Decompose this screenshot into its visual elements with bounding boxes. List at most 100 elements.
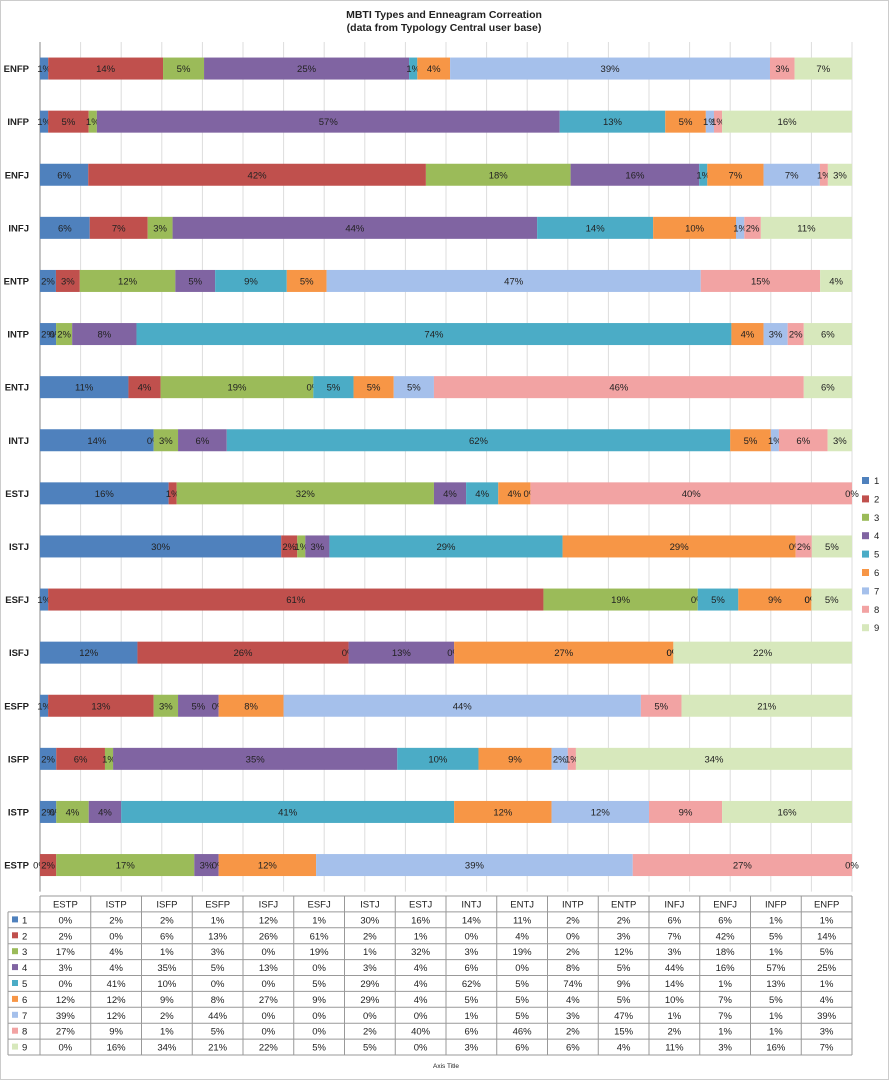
table-row-header: 8 <box>22 1027 27 1038</box>
data-label: 12% <box>79 648 99 659</box>
table-cell: 0% <box>262 1027 276 1038</box>
table-cell: 1% <box>160 947 174 958</box>
data-label: 1% <box>406 64 420 75</box>
bar-segment <box>787 323 804 346</box>
bar-segment <box>640 694 682 717</box>
table-row-header: 9 <box>22 1043 27 1054</box>
table-cell: 16% <box>716 963 736 974</box>
data-label: 9% <box>768 595 782 606</box>
table-cell: 13% <box>208 931 228 942</box>
data-label: 3% <box>310 542 324 553</box>
table-cell: 9% <box>617 979 631 990</box>
table-cell: 0% <box>59 1043 73 1054</box>
table-cell: 0% <box>312 1011 326 1022</box>
table-row-header: 6 <box>22 995 27 1006</box>
data-label: 12% <box>258 861 278 872</box>
table-cell: 7% <box>718 995 732 1006</box>
table-cell: 5% <box>820 947 834 958</box>
category-label: ISFP <box>8 754 30 765</box>
bar-segment <box>56 800 89 823</box>
data-label: 42% <box>248 170 268 181</box>
table-row-header: 7 <box>22 1011 27 1022</box>
bar-segment <box>40 269 56 292</box>
table-cell: 44% <box>208 1011 228 1022</box>
table-cell: 0% <box>211 979 225 990</box>
bar-segment <box>40 163 89 186</box>
data-label: 4% <box>507 489 521 500</box>
category-label: INTP <box>7 330 29 341</box>
bar-segment <box>763 323 788 346</box>
data-label: 3% <box>61 276 75 287</box>
table-cell: 1% <box>668 1011 682 1022</box>
table-column-header: ENTJ <box>510 900 534 911</box>
bar-segment <box>104 747 114 770</box>
table-cell: 6% <box>668 915 682 926</box>
table-cell: 29% <box>360 979 380 990</box>
data-label: 1% <box>86 117 100 128</box>
bar-segment <box>40 216 90 239</box>
data-label: 4% <box>829 276 843 287</box>
table-cell: 3% <box>465 1043 479 1054</box>
table-cell: 5% <box>211 1027 225 1038</box>
data-label: 6% <box>196 436 210 447</box>
data-label: 41% <box>278 807 298 818</box>
table-cell: 5% <box>312 1043 326 1054</box>
data-label: 7% <box>785 170 799 181</box>
table-cell: 1% <box>820 915 834 926</box>
bar-segment <box>632 854 852 877</box>
table-column-header: ENFJ <box>713 900 737 911</box>
table-cell: 42% <box>716 931 736 942</box>
bar-segment <box>705 110 714 133</box>
table-cell: 2% <box>363 1027 377 1038</box>
table-row-swatch <box>12 932 18 939</box>
table-cell: 41% <box>107 979 127 990</box>
bar-segment <box>433 482 467 505</box>
data-label: 4% <box>138 383 152 394</box>
bar-segment <box>56 323 73 346</box>
bar-segment <box>281 535 298 558</box>
table-cell: 8% <box>566 963 580 974</box>
data-label: 12% <box>493 807 513 818</box>
bar-segment <box>160 376 314 399</box>
data-label: 6% <box>821 330 835 341</box>
bar-segment <box>215 269 287 292</box>
table-cell: 1% <box>769 1027 783 1038</box>
bar-segment <box>393 376 434 399</box>
data-label: 2% <box>746 223 760 234</box>
bars: ENFP 1% 14% 5% 25% 1% 4% 39% 3% 7% INFP 1% 5% 1% 57% 13… <box>4 57 859 877</box>
table-cell: 27% <box>56 1027 76 1038</box>
table-cell: 1% <box>211 915 225 926</box>
bar-segment <box>40 588 49 611</box>
legend-label: 8 <box>874 605 879 616</box>
table-row-swatch <box>12 980 18 986</box>
table-row-header: 1 <box>22 915 27 926</box>
data-label: 2% <box>41 807 55 818</box>
bar-segment <box>163 57 205 80</box>
bar-segment <box>700 269 821 292</box>
bar-segment <box>649 800 723 823</box>
table-cell: 12% <box>259 915 279 926</box>
table-cell: 3% <box>718 1043 732 1054</box>
table-column-header: ISFJ <box>259 900 279 911</box>
data-label: 39% <box>601 64 621 75</box>
data-label: 3% <box>833 436 847 447</box>
data-label: 5% <box>744 436 758 447</box>
table-cell: 5% <box>617 995 631 1006</box>
bar-segment <box>40 482 169 505</box>
table-cell: 4% <box>109 947 123 958</box>
table-cell: 9% <box>160 995 174 1006</box>
table-cell: 57% <box>766 963 786 974</box>
data-label: 4% <box>443 489 457 500</box>
table-cell: 14% <box>462 915 482 926</box>
table-cell: 2% <box>566 947 580 958</box>
data-label: 3% <box>153 223 167 234</box>
table-cell: 0% <box>566 931 580 942</box>
data-label: 6% <box>57 170 71 181</box>
bar-segment <box>316 854 633 877</box>
table-cell: 1% <box>465 1011 479 1022</box>
table-cell: 12% <box>56 995 76 1006</box>
table-column-header: INFJ <box>664 900 684 911</box>
table-cell: 3% <box>820 1027 834 1038</box>
table-cell: 5% <box>515 979 529 990</box>
table-cell: 5% <box>515 1011 529 1022</box>
